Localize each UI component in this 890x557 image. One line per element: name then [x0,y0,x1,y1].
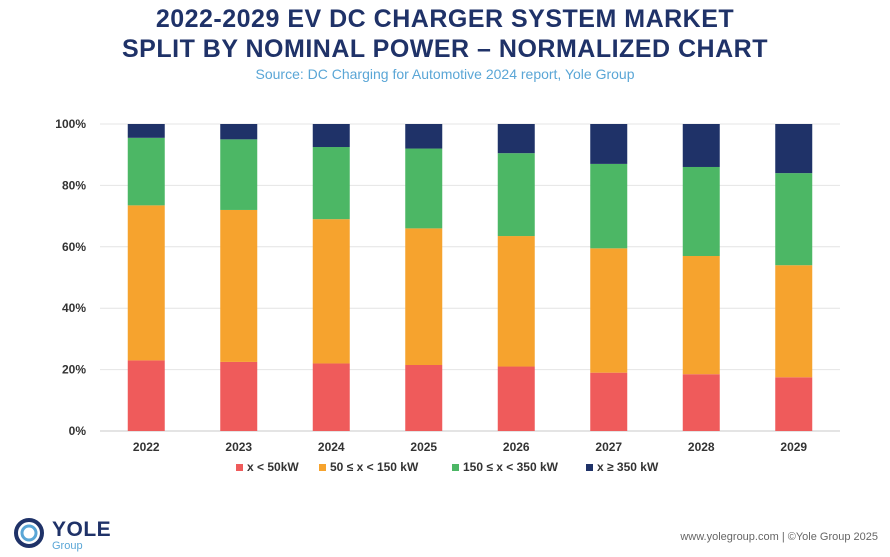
y-tick-label: 0% [69,424,87,438]
bar-segment [220,139,258,210]
bar-segment [220,124,258,140]
logo-wordmark: YOLE [52,518,112,541]
bar-segment [312,124,350,148]
bar-segment [497,236,535,367]
logo-subtext: Group [52,540,83,552]
x-tick-label: 2027 [595,440,622,454]
bar-segment [590,248,628,373]
bar-segment [405,228,443,365]
bar-segment [775,377,813,431]
y-tick-label: 20% [62,363,86,377]
bar-segment [127,124,165,138]
x-tick-label: 2025 [410,440,437,454]
bar-segment [405,124,443,149]
y-tick-label: 100% [55,117,86,131]
legend-swatch [319,464,326,471]
bar-segment [127,137,165,206]
bar-segment [590,372,628,431]
legend-label: x < 50kW [247,460,299,474]
y-tick-label: 60% [62,240,86,254]
legend-swatch [236,464,243,471]
bar-segment [775,173,813,266]
bar-segment [405,148,443,229]
bar-segment [497,366,535,431]
bar-segment [497,153,535,237]
legend-label: 50 ≤ x < 150 kW [330,460,419,474]
bar-segment [497,124,535,154]
footer-copyright: www.yolegroup.com | ©Yole Group 2025 [680,531,878,543]
stacked-bar-chart: 0% 20% 40% 60% 80% 100% 2022 2023 2024 2025 2026 20… [55,117,840,474]
bar-segment [127,205,165,361]
bar-segment [682,166,720,257]
chart-source-note: Source: DC Charging for Automotive 2024 … [255,66,635,82]
bar-segment [682,124,720,167]
bar-segment [312,363,350,431]
x-tick-label: 2022 [133,440,160,454]
bar-segment [682,256,720,375]
legend-swatch [452,464,459,471]
y-tick-label: 80% [62,178,86,192]
x-tick-label: 2028 [688,440,715,454]
chart-title-line-1: 2022-2029 EV DC CHARGER SYSTEM MARKET [155,5,735,33]
bar-segment [220,361,258,431]
legend-swatch [586,464,593,471]
bar-segment [220,209,258,362]
legend-label: 150 ≤ x < 350 kW [463,460,559,474]
bar-segment [312,147,350,220]
bar-segment [590,124,628,164]
bar-segment [312,219,350,364]
x-tick-label: 2023 [225,440,252,454]
y-tick-label: 40% [62,301,86,315]
bar-segment [590,163,628,249]
chart-title-line-2: SPLIT BY NOMINAL POWER – NORMALIZED CHAR… [122,35,768,63]
yole-logo-icon [14,518,44,548]
bar-segment [682,374,720,431]
bar-segment [775,124,813,174]
bar-segment [405,364,443,431]
bar-segment [775,265,813,378]
x-tick-label: 2024 [318,440,345,454]
legend-label: x ≥ 350 kW [597,460,659,474]
bar-segment [127,360,165,431]
x-tick-label: 2026 [503,440,530,454]
x-tick-label: 2029 [780,440,807,454]
yole-logo: YOLE Group [12,516,132,556]
